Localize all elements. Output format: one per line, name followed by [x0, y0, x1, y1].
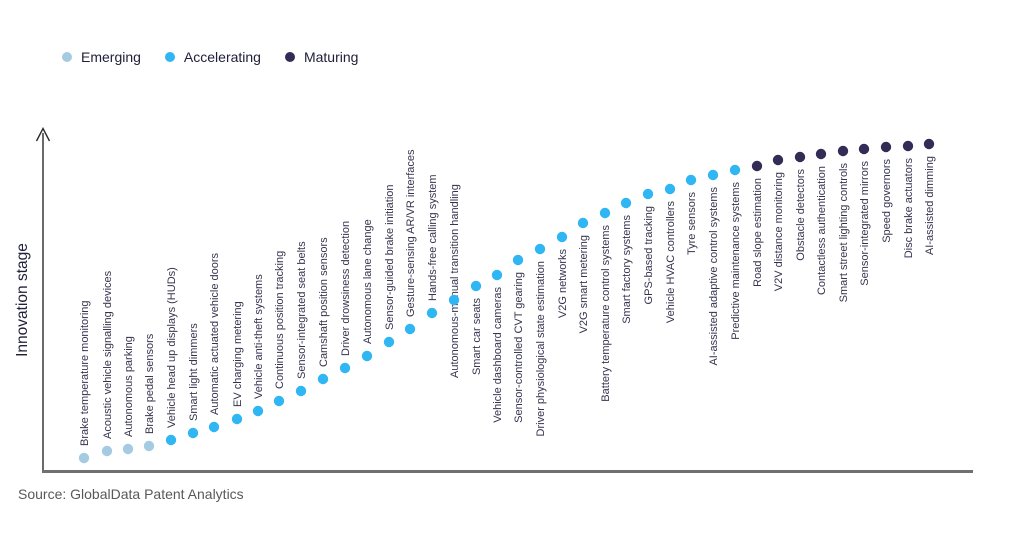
- data-point: [902, 140, 914, 152]
- point-label: Tyre sensors: [686, 192, 698, 255]
- data-point: [794, 151, 806, 163]
- data-point: [729, 164, 741, 176]
- data-point: [772, 154, 784, 166]
- data-point: [404, 323, 416, 335]
- data-points-layer: Brake temperature monitoring Acoustic veh…: [78, 138, 936, 464]
- point-label: Vehicle dashboard cameras: [492, 287, 504, 423]
- data-point: [122, 443, 134, 455]
- point-label: Contactless authentication: [816, 166, 828, 295]
- y-axis: [35, 126, 51, 471]
- point-label: Continuous position tracking: [274, 251, 286, 389]
- point-label: Gesture-sensing AR/VR interfaces: [405, 149, 417, 317]
- data-point: [317, 373, 329, 385]
- point-label: Autonomous-manual transition handling: [449, 184, 461, 378]
- data-point: [880, 141, 892, 153]
- data-point: [751, 160, 763, 172]
- point-label: Smart car seats: [471, 298, 483, 376]
- data-point: [815, 148, 827, 160]
- data-point: [642, 188, 654, 200]
- point-label: Predictive maintenance systems: [730, 182, 742, 340]
- point-label: Sensor-integrated seat belts: [296, 241, 308, 379]
- point-label: Automatic actuated vehicle doors: [209, 252, 221, 415]
- legend-item-accelerating: Accelerating: [164, 49, 261, 65]
- point-label: EV charging metering: [232, 301, 244, 407]
- maturing-dot-icon: [284, 52, 295, 62]
- point-label: Sensor-integrated mirrors: [859, 161, 871, 286]
- point-label: Disc brake actuators: [903, 158, 915, 259]
- data-point: [101, 445, 113, 457]
- point-label: V2G smart metering: [578, 235, 590, 333]
- data-point: [620, 197, 632, 209]
- data-point: [858, 143, 870, 155]
- point-label: Vehicle head up displays (HUDs): [166, 267, 178, 428]
- data-point: [707, 169, 719, 181]
- point-label: AI-assisted dimming: [924, 156, 936, 255]
- point-label: Vehicle HVAC controllers: [665, 201, 677, 324]
- point-label: Brake temperature monitoring: [79, 300, 91, 446]
- point-label: Hands-free calling system: [427, 174, 439, 301]
- data-point: [448, 294, 460, 306]
- point-label: Smart light dimmers: [188, 323, 200, 421]
- point-label: Smart factory systems: [621, 215, 633, 324]
- point-label: Obstacle detectors: [795, 169, 807, 261]
- point-label: Autonomous parking: [123, 336, 135, 437]
- up-arrow-icon: [35, 126, 51, 142]
- data-point: [361, 350, 373, 362]
- legend-item-maturing: Maturing: [284, 49, 359, 65]
- point-label: V2G networks: [557, 249, 569, 319]
- point-label: Driver physiological state estimation: [535, 261, 547, 436]
- data-point: [470, 280, 482, 292]
- data-point: [295, 385, 307, 397]
- point-label: Camshaft position sensors: [318, 237, 330, 367]
- data-point: [577, 217, 589, 229]
- data-point: [231, 413, 243, 425]
- accelerating-dot-icon: [164, 52, 175, 62]
- data-point: [923, 138, 935, 150]
- data-point: [383, 336, 395, 348]
- data-point: [685, 174, 697, 186]
- point-label: Brake pedal sensors: [144, 333, 156, 434]
- point-label: Battery temperature control systems: [600, 225, 612, 402]
- data-point: [491, 269, 503, 281]
- data-point: [512, 254, 524, 266]
- point-label: Vehicle anti-theft systems: [253, 274, 265, 399]
- y-axis-title: Innovation stage: [14, 243, 31, 357]
- legend-item-emerging: Emerging: [62, 49, 141, 65]
- data-point: [143, 440, 155, 452]
- point-label: Sensor-controlled CVT gearing: [513, 272, 525, 423]
- legend-label-emerging: Emerging: [81, 49, 141, 65]
- data-point: [556, 231, 568, 243]
- data-point: [208, 421, 220, 433]
- data-point: [837, 145, 849, 157]
- data-point: [339, 362, 351, 374]
- legend-label-accelerating: Accelerating: [183, 49, 261, 65]
- point-label: Autonomous lane change: [362, 219, 374, 344]
- point-label: Acoustic vehicle signalling devices: [102, 270, 114, 439]
- data-point: [187, 427, 199, 439]
- point-label: Speed governors: [881, 159, 893, 243]
- data-point: [252, 405, 264, 417]
- emerging-dot-icon: [62, 52, 72, 62]
- point-label: AI-assisted adaptive control systems: [708, 187, 720, 366]
- data-point: [426, 307, 438, 319]
- point-label: V2V distance monitoring: [773, 172, 785, 291]
- data-point: [534, 243, 546, 255]
- legend-label-maturing: Maturing: [303, 49, 359, 65]
- source-note: Source: GlobalData Patent Analytics: [18, 486, 244, 502]
- point-label: Sensor-guided brake initiation: [384, 184, 396, 330]
- point-label: GPS-based tracking: [643, 206, 655, 304]
- data-point: [165, 434, 177, 446]
- point-label: Driver drowsiness detection: [340, 221, 352, 356]
- legend: Emerging Accelerating Maturing: [62, 49, 358, 65]
- point-label: Smart street lighting controls: [838, 163, 850, 303]
- data-point: [599, 207, 611, 219]
- data-point: [273, 395, 285, 407]
- point-label: Road slope estimation: [752, 178, 764, 287]
- data-point: [78, 452, 90, 464]
- data-point: [664, 183, 676, 195]
